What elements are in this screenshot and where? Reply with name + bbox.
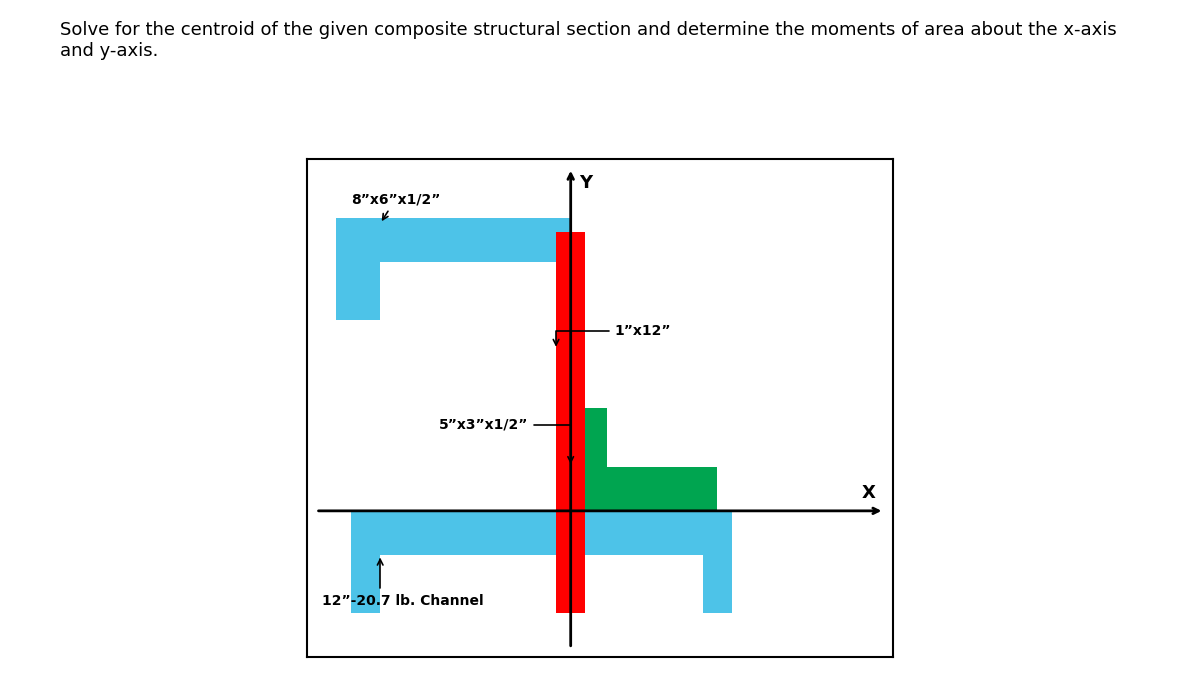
Bar <box>586 408 607 467</box>
Text: 1”x12”: 1”x12” <box>553 324 671 345</box>
Bar <box>556 233 586 613</box>
Bar <box>336 218 571 262</box>
Bar <box>586 467 718 511</box>
Bar <box>350 555 380 613</box>
Bar <box>336 218 380 320</box>
Text: 8”x6”x1/2”: 8”x6”x1/2” <box>350 192 440 219</box>
Text: Y: Y <box>580 174 593 192</box>
Text: 12”-20.7 lb. Channel: 12”-20.7 lb. Channel <box>322 559 484 608</box>
Bar <box>702 555 732 613</box>
Bar <box>350 511 732 555</box>
Text: 5”x3”x1/2”: 5”x3”x1/2” <box>439 418 574 462</box>
Text: X: X <box>862 484 876 502</box>
Text: Solve for the centroid of the given composite structural section and determine t: Solve for the centroid of the given comp… <box>60 21 1117 60</box>
